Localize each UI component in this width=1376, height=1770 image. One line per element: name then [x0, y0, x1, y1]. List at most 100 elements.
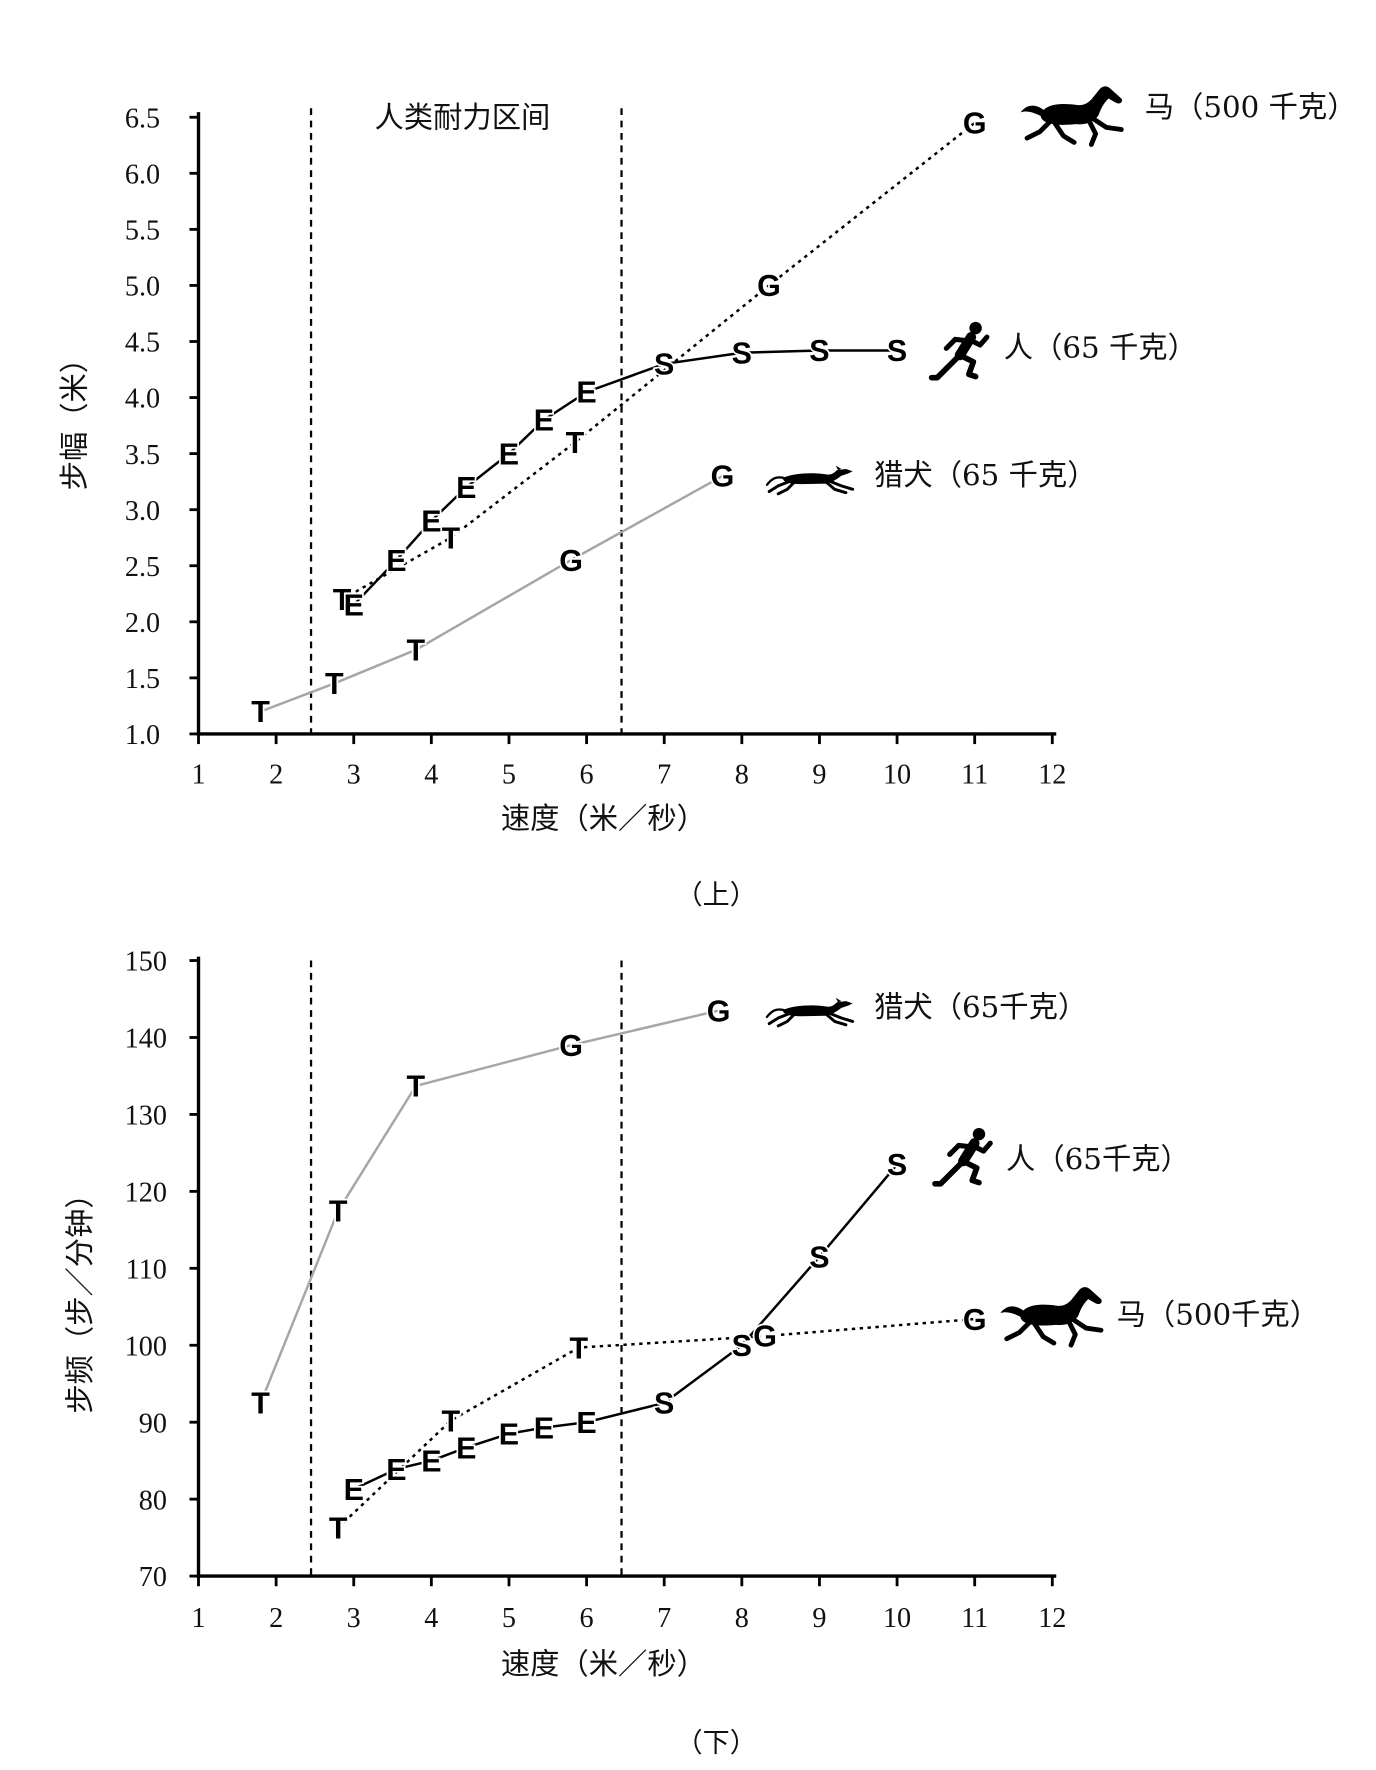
- greyhound-icon: [765, 465, 855, 496]
- gait-marker-greyhound: T: [407, 634, 426, 668]
- y-tick-label: 6.0: [125, 159, 160, 190]
- x-axis-title: 速度（米／秒）: [501, 1647, 706, 1681]
- gait-marker-greyhound: T: [251, 695, 270, 729]
- gait-marker-horse: T: [566, 426, 585, 460]
- runner-legs: [928, 352, 979, 381]
- gait-marker-greyhound: G: [559, 544, 583, 578]
- x-tick-label: 5: [502, 1603, 516, 1634]
- x-tick-label: 7: [657, 760, 671, 791]
- greyhound-body: [782, 468, 853, 485]
- y-axis-title: 步幅（米）: [58, 344, 92, 490]
- gait-marker-greyhound: G: [711, 460, 735, 494]
- gait-marker-horse: T: [333, 583, 352, 617]
- runner-icon: [928, 321, 990, 381]
- gait-marker-greyhound: T: [325, 667, 344, 701]
- y-axis-title: 步频（步／分钟）: [63, 1179, 97, 1413]
- gait-marker-runner: E: [499, 1417, 519, 1451]
- y-tick-label: 150: [125, 947, 167, 978]
- gait-marker-runner: S: [809, 1240, 829, 1274]
- gait-marker-runner: S: [732, 336, 752, 370]
- gait-marker-runner: E: [344, 589, 364, 623]
- panel-label: （下）: [676, 1728, 757, 1759]
- stride-length-chart: 1.01.52.02.53.03.54.04.55.05.56.06.51 2 3 4…: [125, 103, 1066, 790]
- y-tick-label: 1.5: [125, 664, 160, 695]
- gait-marker-runner: E: [534, 404, 554, 438]
- series-line-greyhound: [260, 475, 724, 713]
- greyhound-tail: [765, 476, 785, 486]
- x-tick-label: 9: [812, 760, 826, 791]
- gait-marker-runner: E: [421, 505, 441, 539]
- x-tick-label: 4: [424, 760, 438, 791]
- gait-marker-runner: S: [809, 334, 829, 368]
- y-tick-label: 5.5: [125, 216, 160, 247]
- series-line-runner: [353, 1163, 899, 1491]
- x-tick-label: 10: [883, 760, 911, 791]
- gait-marker-greyhound: T: [329, 1194, 348, 1228]
- y-tick-label: 3.5: [125, 440, 160, 471]
- runner-icon: [932, 1127, 993, 1187]
- y-tick-label: 100: [125, 1331, 167, 1362]
- runner-arms: [943, 334, 990, 351]
- greyhound-icon: [765, 997, 855, 1028]
- horse-icon: [1000, 1287, 1104, 1348]
- horse-body: [1020, 1287, 1102, 1326]
- runner-legs: [932, 1158, 982, 1187]
- gait-marker-runner: E: [534, 1411, 554, 1445]
- x-tick-label: 7: [657, 1603, 671, 1634]
- runner-head: [972, 1127, 986, 1141]
- y-tick-label: 4.5: [125, 328, 160, 359]
- y-tick-label: 4.0: [125, 384, 160, 415]
- y-tick-label: 130: [125, 1101, 167, 1132]
- x-tick-label: 6: [580, 1603, 594, 1634]
- gait-marker-greyhound: G: [707, 994, 731, 1028]
- gait-marker-runner: S: [887, 334, 907, 368]
- series-label-human: 人（65千克）: [1006, 1142, 1190, 1176]
- x-tick-label: 2: [269, 1603, 283, 1634]
- series-line-horse: [341, 121, 976, 601]
- x-tick-label: 1: [191, 1603, 205, 1634]
- gait-marker-horse: G: [963, 1303, 987, 1337]
- greyhound-ear: [835, 997, 842, 1003]
- gait-marker-runner: S: [732, 1329, 752, 1363]
- gait-marker-runner: E: [576, 1406, 596, 1440]
- panel-label: （上）: [676, 880, 757, 911]
- gait-marker-horse: T: [441, 1404, 460, 1438]
- horse-tail: [1000, 1306, 1024, 1318]
- series-line-horse: [337, 1317, 975, 1529]
- endurance-range-label: 人类耐力区间: [375, 100, 551, 134]
- gait-marker-runner: S: [654, 1387, 674, 1421]
- x-tick-label: 3: [347, 760, 361, 791]
- y-tick-label: 1.0: [125, 720, 160, 751]
- x-tick-label: 8: [735, 1603, 749, 1634]
- gait-marker-horse: G: [757, 269, 781, 303]
- x-tick-label: 5: [502, 760, 516, 791]
- gait-marker-greyhound: T: [407, 1070, 426, 1104]
- series-label-horse: 马（500千克）: [1117, 1298, 1319, 1332]
- series-label-greyhound: 猎犬（65千克）: [874, 990, 1087, 1024]
- y-tick-label: 80: [139, 1485, 167, 1516]
- gait-marker-horse: G: [753, 1320, 777, 1354]
- x-tick-label: 6: [580, 760, 594, 791]
- greyhound-tail: [765, 1008, 785, 1019]
- gait-marker-runner: E: [421, 1444, 441, 1478]
- series-label-human: 人（65 千克）: [1004, 330, 1197, 364]
- greyhound-legs: [767, 1012, 855, 1028]
- greyhound-body: [782, 1001, 853, 1017]
- y-tick-label: 120: [125, 1178, 167, 1209]
- y-tick-label: 2.0: [125, 608, 160, 639]
- gait-marker-horse: T: [570, 1331, 589, 1365]
- x-tick-label: 10: [883, 1603, 911, 1634]
- horse-icon: [1020, 86, 1124, 147]
- y-tick-label: 90: [139, 1408, 167, 1439]
- x-tick-label: 1: [191, 760, 205, 791]
- runner-arms: [947, 1140, 993, 1157]
- gait-marker-runner: S: [654, 348, 674, 382]
- y-tick-label: 6.5: [125, 103, 160, 134]
- horse-body: [1040, 86, 1123, 125]
- gait-marker-horse: T: [329, 1511, 348, 1545]
- gait-marker-runner: E: [386, 544, 406, 578]
- x-axis-title: 速度（米／秒）: [501, 802, 706, 836]
- gait-marker-runner: S: [887, 1148, 907, 1182]
- series-label-horse: 马（500 千克）: [1145, 90, 1357, 124]
- gait-marker-greyhound: T: [251, 1387, 270, 1421]
